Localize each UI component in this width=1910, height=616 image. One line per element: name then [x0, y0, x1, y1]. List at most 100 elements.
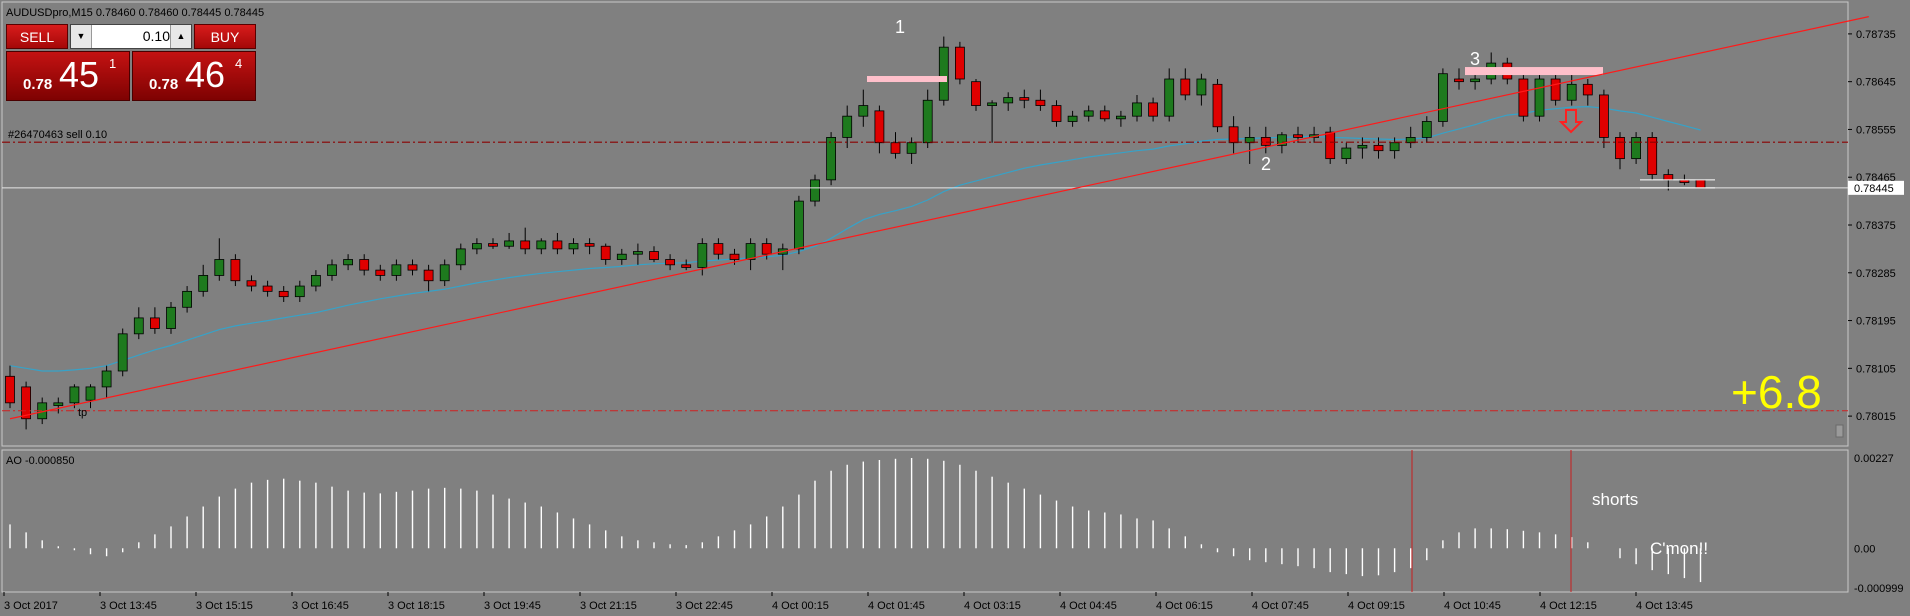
- note-cmon: C'mon!!: [1650, 539, 1708, 558]
- profit-label: +6.8: [1731, 366, 1822, 418]
- candle: [745, 238, 756, 271]
- candlesticks: [5, 36, 1706, 430]
- candle: [117, 328, 128, 377]
- candle: [810, 174, 820, 207]
- lot-size-field[interactable]: ▼ ▲: [70, 24, 192, 49]
- time-tick-label: 4 Oct 12:15: [1540, 600, 1597, 612]
- resistance-zone-3: [1465, 67, 1603, 76]
- candle: [552, 232, 563, 255]
- time-tick-label: 3 Oct 22:45: [676, 600, 733, 612]
- candle: [1212, 79, 1223, 133]
- candle: [1454, 68, 1464, 90]
- candle: [343, 254, 354, 271]
- candle: [21, 381, 32, 430]
- candle: [1582, 79, 1593, 106]
- ao-scale-label: -0.000999: [1854, 583, 1904, 595]
- price-lines[interactable]: [2, 16, 1869, 420]
- candle: [1357, 137, 1368, 159]
- candle: [1695, 179, 1706, 189]
- candle: [1373, 137, 1384, 159]
- ao-header: AO -0.000850: [6, 455, 75, 467]
- candle: [938, 36, 949, 106]
- ma-line: [9, 105, 1701, 372]
- price-tick-label: 0.78375: [1856, 220, 1896, 232]
- bid-prefix: 0.78: [23, 76, 53, 93]
- candle: [1035, 89, 1046, 111]
- candle: [1438, 68, 1448, 127]
- time-tick-label: 3 Oct 18:15: [388, 600, 445, 612]
- time-tick-label: 3 Oct 19:45: [484, 600, 541, 612]
- candle: [69, 384, 80, 409]
- candle: [1003, 92, 1014, 111]
- candle: [874, 105, 885, 154]
- candle: [1277, 132, 1287, 154]
- candle: [471, 238, 482, 255]
- candle: [922, 89, 933, 149]
- ao-scale-label: 0.00227: [1854, 453, 1894, 465]
- candle: [230, 254, 241, 287]
- candle: [1470, 73, 1480, 90]
- candle: [649, 246, 659, 263]
- candle: [665, 254, 675, 271]
- time-tick-label: 4 Oct 04:45: [1060, 600, 1117, 612]
- candle: [987, 100, 997, 143]
- candle: [439, 259, 450, 287]
- one-click-trading-panel: SELL ▼ ▲ BUY 0.78 45 1 0.78 46 4: [6, 24, 256, 101]
- candle: [455, 243, 466, 271]
- candle: [1132, 94, 1142, 122]
- candle: [1534, 73, 1545, 122]
- ask-price-button[interactable]: 0.78 46 4: [132, 51, 256, 101]
- current-price-label: 0.78445: [1854, 183, 1894, 195]
- time-tick-label: 4 Oct 00:15: [772, 600, 829, 612]
- candle: [101, 365, 112, 398]
- candle: [1019, 89, 1030, 109]
- lot-increase-icon[interactable]: ▲: [170, 25, 191, 48]
- note-shorts: shorts: [1592, 490, 1638, 509]
- scroll-marker-icon[interactable]: [1835, 424, 1844, 438]
- price-tick-label: 0.78645: [1856, 77, 1896, 89]
- buy-button[interactable]: BUY: [194, 24, 256, 49]
- lot-size-input[interactable]: [92, 26, 172, 45]
- candle: [278, 286, 289, 302]
- ask-prefix: 0.78: [149, 76, 179, 93]
- candle: [262, 280, 273, 297]
- price-tick-label: 0.78285: [1856, 268, 1896, 280]
- lot-decrease-icon[interactable]: ▼: [71, 25, 92, 48]
- candle: [1244, 126, 1255, 164]
- candle: [1067, 110, 1078, 127]
- candle: [584, 238, 595, 255]
- ask-sup: 4: [235, 56, 243, 71]
- candle: [182, 286, 193, 313]
- candle: [294, 280, 305, 302]
- candle: [955, 41, 965, 85]
- candle: [149, 307, 160, 334]
- candle: [53, 397, 64, 414]
- candle: [842, 105, 853, 149]
- candle: [761, 238, 772, 260]
- time-tick-label: 3 Oct 16:45: [292, 600, 349, 612]
- sell-button[interactable]: SELL: [6, 24, 68, 49]
- candle: [391, 259, 402, 281]
- ao-chart-border: [1, 449, 1849, 593]
- candle: [568, 238, 579, 255]
- candle: [1051, 100, 1062, 127]
- candle: [616, 248, 627, 265]
- candle: [1550, 73, 1561, 106]
- candle: [198, 264, 209, 297]
- candle: [1260, 126, 1271, 154]
- chart-header: AUDUSDpro,M15 0.78460 0.78460 0.78445 0.…: [6, 7, 264, 19]
- candle: [407, 259, 418, 276]
- candle: [1083, 105, 1094, 122]
- candle: [713, 238, 724, 260]
- candle: [327, 259, 337, 281]
- ao-histogram: [9, 450, 1702, 592]
- candle: [633, 243, 643, 265]
- price-tick-label: 0.78195: [1856, 316, 1896, 328]
- ao-scale-label: 0.00: [1854, 543, 1875, 555]
- candle: [971, 79, 981, 111]
- price-tick-label: 0.78735: [1856, 29, 1896, 41]
- ask-big: 46: [185, 54, 226, 95]
- bid-price-button[interactable]: 0.78 45 1: [6, 51, 130, 101]
